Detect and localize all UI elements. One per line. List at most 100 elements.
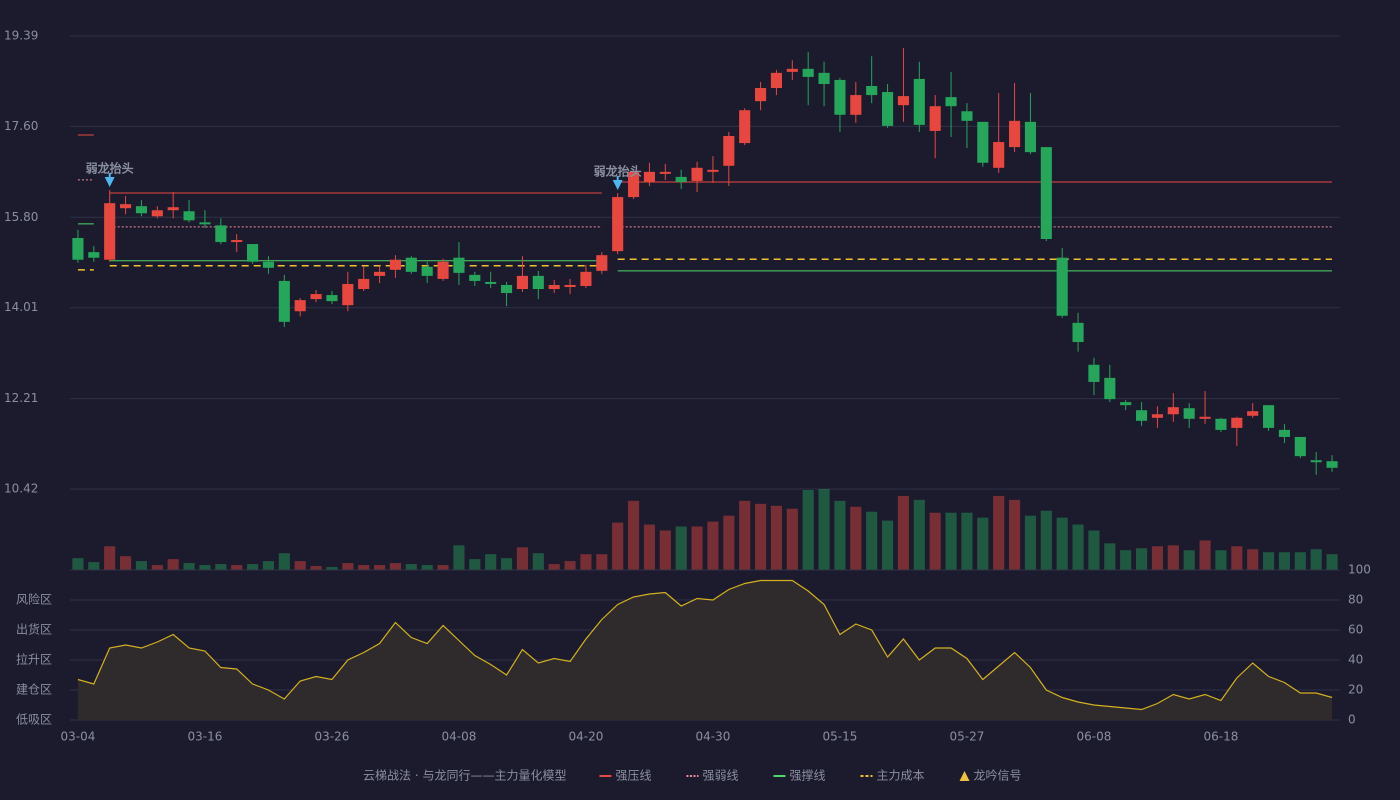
volume-bar (929, 512, 941, 570)
volume-bar (548, 564, 560, 570)
volume-bar (739, 500, 751, 570)
volume-bar (1151, 546, 1163, 570)
volume-bar (580, 554, 592, 570)
volume-bar (897, 495, 909, 570)
candle-body (151, 210, 163, 217)
volume-bar (612, 522, 624, 570)
candle-body (739, 110, 751, 144)
zone-label: 拉升区 (16, 652, 52, 667)
x-tick-label: 04-20 (569, 730, 604, 744)
legend-label: 强撑线 (789, 768, 825, 783)
volume-bar (485, 554, 497, 570)
volume-bar (167, 559, 179, 570)
volume-bar (802, 489, 814, 570)
y2-tick-label: 80 (1348, 593, 1363, 607)
volume-bar (1215, 550, 1227, 570)
candle-body (501, 284, 513, 294)
volume-bar (564, 561, 576, 570)
candle-body (548, 284, 560, 290)
volume-bar (120, 556, 132, 570)
candle-body (437, 261, 449, 279)
legend-title: 云梯战法 · 与龙同行——主力量化模型 (363, 769, 566, 783)
volume-bar (866, 511, 878, 570)
volume-bar (1136, 548, 1148, 570)
candle-body (1120, 402, 1132, 406)
volume-bar (993, 495, 1005, 570)
candle-body (1024, 121, 1036, 153)
candle-body (1310, 460, 1322, 463)
candle-body (247, 244, 259, 262)
candle-body (961, 111, 973, 121)
candle-body (913, 78, 925, 125)
candle-body (755, 88, 767, 102)
candle-body (1247, 411, 1259, 416)
candle-body (866, 85, 878, 96)
volume-bar (1326, 554, 1338, 570)
volume-bar (675, 526, 687, 570)
volume-bar (310, 566, 322, 570)
volume-bar (707, 521, 719, 570)
candle-body (850, 95, 862, 115)
volume-bar (1009, 499, 1021, 570)
candle-body (802, 68, 814, 77)
candle-body (374, 271, 386, 276)
candle-body (199, 222, 211, 225)
volume-bar (516, 547, 528, 570)
candle-body (1167, 407, 1179, 415)
candle-body (659, 171, 671, 174)
volume-bar (326, 567, 338, 570)
candle-body (1056, 257, 1068, 316)
candle-body (1278, 429, 1290, 437)
y2-tick-label: 100 (1348, 563, 1371, 577)
volume-bar (818, 489, 830, 570)
volume-bar (358, 565, 370, 570)
y2-tick-label: 20 (1348, 683, 1363, 697)
volume-bar (596, 554, 608, 570)
y-tick-label: 15.80 (4, 210, 38, 224)
oscillator-line (77, 579, 1333, 711)
volume-bar (945, 512, 957, 570)
candle-body (72, 238, 84, 260)
zone-label: 出货区 (16, 622, 52, 637)
y-tick-label: 12.21 (4, 391, 38, 405)
y-tick-label: 10.42 (4, 482, 38, 496)
volume-bar (834, 500, 846, 570)
y-tick-label: 14.01 (4, 300, 38, 314)
legend-label: 主力成本 (877, 769, 925, 783)
candle-body (358, 278, 370, 290)
candle-body (993, 142, 1005, 168)
volume-bar (1056, 517, 1068, 570)
candle-body (88, 252, 100, 258)
volume-bar (183, 563, 195, 570)
candle-body (1072, 322, 1084, 343)
volume-bar (913, 499, 925, 570)
signal-label: 弱龙抬头 (594, 164, 642, 179)
legend-label: 龙吟信号 (974, 768, 1022, 783)
volume-bar (231, 565, 243, 570)
x-tick-label: 03-16 (188, 730, 223, 744)
x-tick-label: 03-04 (61, 730, 96, 744)
volume-bar (453, 545, 465, 570)
candle-body (120, 204, 132, 209)
candle-body (231, 240, 243, 243)
x-tick-label: 04-30 (696, 730, 731, 744)
candle-body (596, 255, 608, 271)
signal-arrow (612, 180, 623, 191)
volume-bar (1167, 545, 1179, 570)
volume-bar (501, 558, 513, 570)
candle-body (1151, 414, 1163, 418)
candle-body (675, 176, 687, 182)
candle-body (818, 72, 830, 84)
volume-bar (723, 515, 735, 570)
volume-bar (643, 524, 655, 570)
volume-bar (374, 565, 386, 570)
candle-body (310, 294, 322, 300)
candle-body (1231, 417, 1243, 428)
volume-bar (1040, 510, 1052, 570)
candle-body (215, 225, 227, 243)
candle-body (770, 72, 782, 89)
signal-arrow (104, 177, 115, 188)
candle-body (405, 257, 417, 272)
volume-bar (437, 565, 449, 570)
